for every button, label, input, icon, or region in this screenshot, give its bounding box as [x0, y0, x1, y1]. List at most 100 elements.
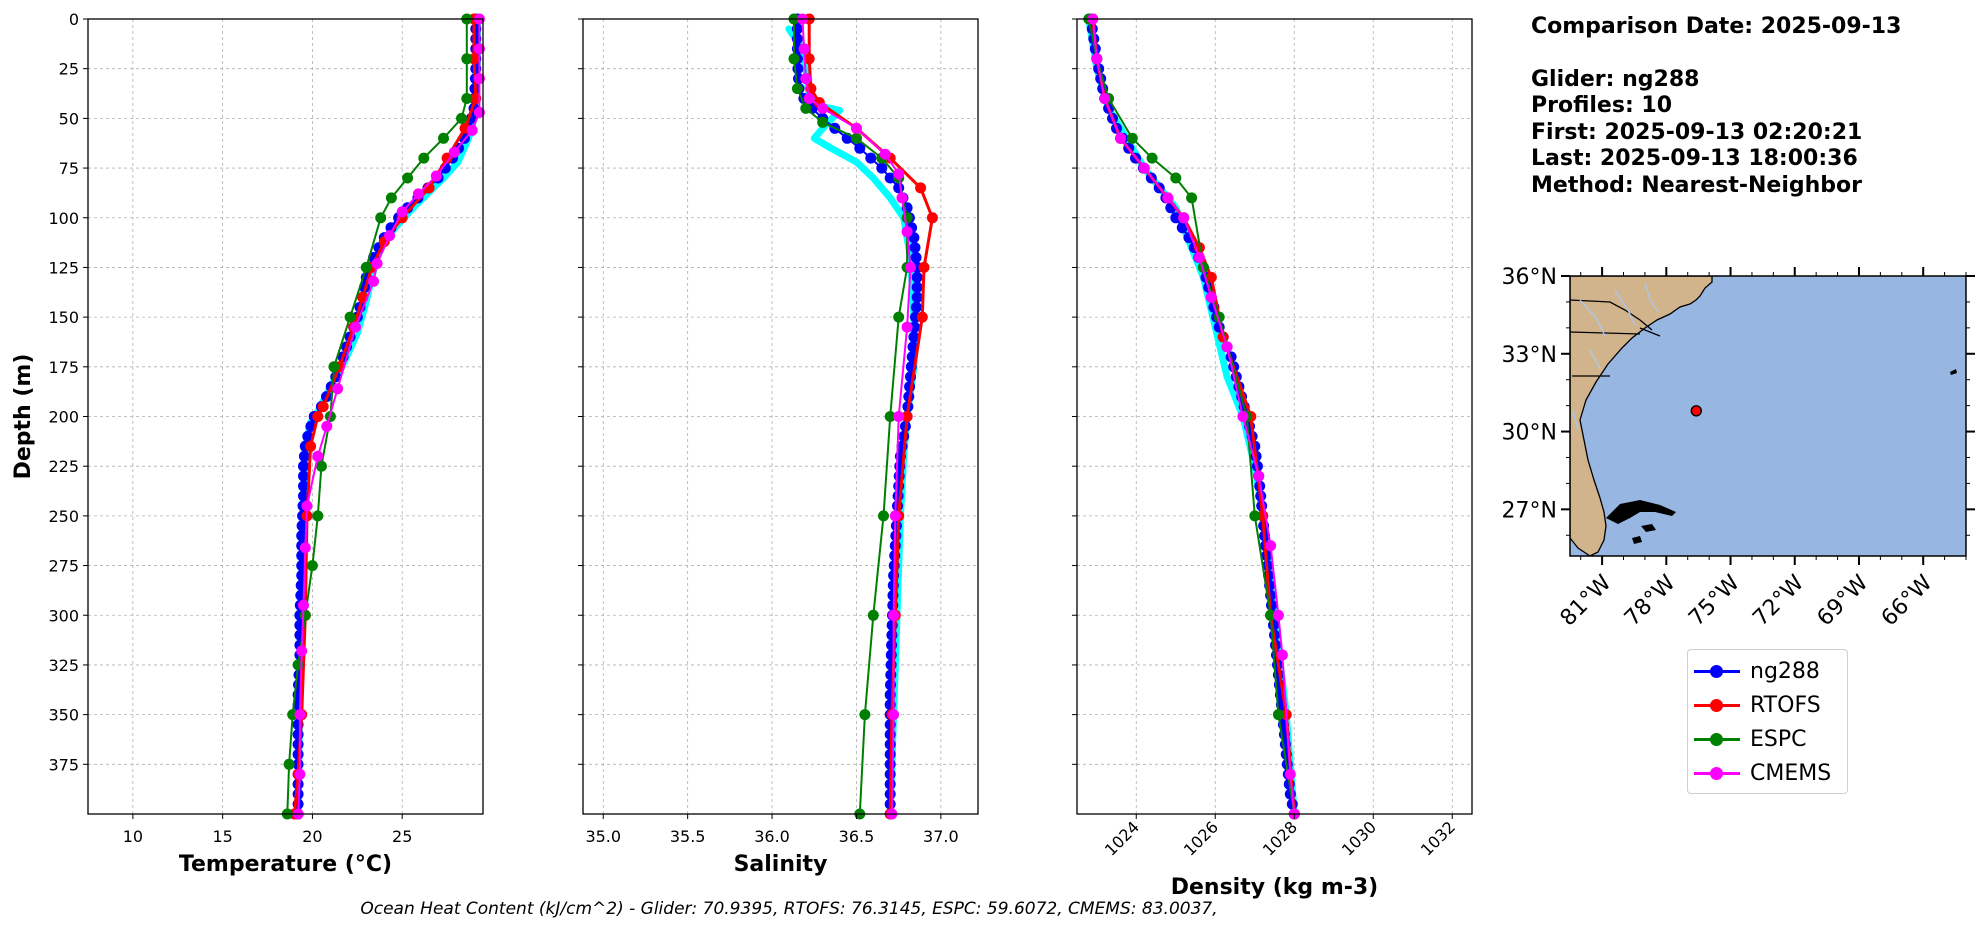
data-point-espc	[375, 212, 387, 224]
x-tick-label: 37.0	[923, 827, 959, 846]
data-point-cmems	[321, 420, 333, 432]
comparison-date: Comparison Date: 2025-09-13	[1531, 14, 1902, 39]
data-point-ng288	[890, 520, 902, 532]
data-point-espc	[461, 93, 473, 104]
map-lon-label: 72°W	[1748, 570, 1809, 631]
x-axis-label: Salinity	[734, 852, 828, 877]
data-point-cmems	[1221, 341, 1233, 353]
x-tick-label: 20	[302, 827, 322, 846]
data-point-cmems	[368, 275, 379, 287]
data-point-espc	[438, 132, 449, 144]
rivers	[1572, 281, 1659, 431]
data-point-cmems	[430, 170, 442, 182]
density-panel: 1024 1026 1028 1030 1032 Density (kg m-3)	[1072, 13, 1473, 900]
legend-swatch-ng288	[1694, 664, 1740, 678]
data-point-cmems	[350, 321, 361, 333]
legend-swatch-rtofs	[1694, 698, 1740, 712]
data-point-ng288	[908, 331, 920, 343]
data-point-ng288	[296, 520, 308, 532]
y-tick-label: 125	[48, 258, 79, 277]
data-point-espc	[817, 116, 829, 128]
series-line-rtofs	[293, 19, 478, 815]
data-point-espc	[893, 311, 905, 323]
axes-frame	[87, 18, 484, 815]
data-point-cmems	[396, 206, 408, 218]
data-point-cmems	[1284, 768, 1296, 780]
data-point-espc	[1170, 172, 1182, 184]
x-tick-label: 36.0	[754, 827, 790, 846]
data-point-cmems	[798, 43, 810, 55]
data-point-rtofs	[312, 411, 324, 422]
legend-item-espc: ESPC	[1694, 724, 1807, 754]
data-point-cmems	[879, 148, 891, 160]
x-tick-label: 35.5	[670, 827, 706, 846]
method: Method: Nearest-Neighbor	[1531, 172, 1862, 198]
data-point-rtofs	[916, 311, 928, 323]
state-borders	[1570, 299, 1661, 377]
map-lon-label: 69°W	[1813, 570, 1874, 631]
data-point-cmems	[1205, 291, 1217, 303]
data-point-espc	[283, 758, 295, 770]
data-point-espc	[360, 261, 372, 273]
data-point-cmems	[888, 709, 900, 721]
x-tick-label: 1026	[1180, 817, 1222, 859]
y-tick-label: 325	[48, 656, 79, 675]
data-point-espc	[884, 411, 896, 422]
location-map: 36°N 33°N 30°N 27°N 81°W 78°W 75°W 72°W 69°W 66°W	[1502, 265, 1975, 631]
data-point-espc	[788, 53, 800, 65]
data-point-rtofs	[1205, 271, 1217, 283]
map-lat-label: 30°N	[1502, 421, 1557, 446]
y-tick-label: 75	[59, 159, 79, 178]
data-point-cmems	[1099, 93, 1111, 104]
data-point-ng288	[909, 242, 921, 254]
data-point-espc	[456, 112, 467, 124]
data-point-cmems	[296, 645, 308, 657]
data-point-cmems	[301, 500, 313, 512]
map-land	[1570, 276, 1713, 556]
data-point-cmems	[901, 321, 913, 333]
y-tick-label: 0	[69, 10, 79, 29]
data-point-espc	[1126, 132, 1138, 144]
data-point-ng288	[1176, 222, 1188, 234]
data-point-ng288	[911, 271, 923, 283]
data-point-cmems	[888, 609, 900, 621]
data-point-ng288	[909, 321, 921, 333]
data-point-rtofs	[317, 401, 329, 413]
map-lat-label: 33°N	[1502, 343, 1557, 368]
data-point-espc	[312, 510, 324, 522]
data-point-cmems	[448, 146, 460, 158]
y-tick-label: 175	[48, 358, 79, 377]
map-lat-label: 36°N	[1502, 265, 1557, 290]
map-lon-label: 75°W	[1684, 570, 1745, 631]
data-point-cmems	[889, 510, 901, 522]
last-profile-time: Last: 2025-09-13 18:00:36	[1531, 146, 1858, 171]
x-tick-label: 25	[392, 827, 412, 846]
data-point-rtofs	[915, 182, 927, 194]
temperature-panel: 0 25 50 75 100 125 150 175 200 225 250 275 300 325 350…	[11, 10, 485, 877]
data-point-cmems	[1162, 192, 1174, 204]
data-point-espc	[306, 560, 318, 572]
legend-swatch-espc	[1694, 732, 1740, 746]
data-point-ng288	[298, 450, 310, 462]
data-point-rtofs	[803, 53, 815, 65]
series-line-espc	[1087, 18, 1296, 815]
legend: ng288 RTOFS ESPC CMEMS	[1687, 649, 1848, 794]
data-point-espc	[1146, 152, 1158, 164]
data-point-espc	[851, 132, 862, 144]
data-point-ng288	[854, 142, 866, 154]
data-point-cmems	[1138, 162, 1150, 174]
legend-item-rtofs: RTOFS	[1694, 690, 1821, 720]
y-tick-label: 375	[48, 755, 79, 774]
data-point-ng288	[296, 530, 308, 542]
data-point-ng288	[865, 152, 877, 164]
data-point-cmems	[473, 106, 485, 118]
data-point-espc	[299, 609, 311, 621]
data-point-cmems	[1253, 470, 1265, 482]
data-point-espc	[461, 53, 473, 65]
data-point-espc	[1265, 609, 1277, 621]
data-point-ng288	[298, 490, 309, 502]
profile-count: Profiles: 10	[1531, 93, 1673, 118]
legend-swatch-cmems	[1694, 766, 1740, 780]
legend-label: CMEMS	[1750, 760, 1832, 786]
data-point-ng288	[298, 460, 309, 472]
